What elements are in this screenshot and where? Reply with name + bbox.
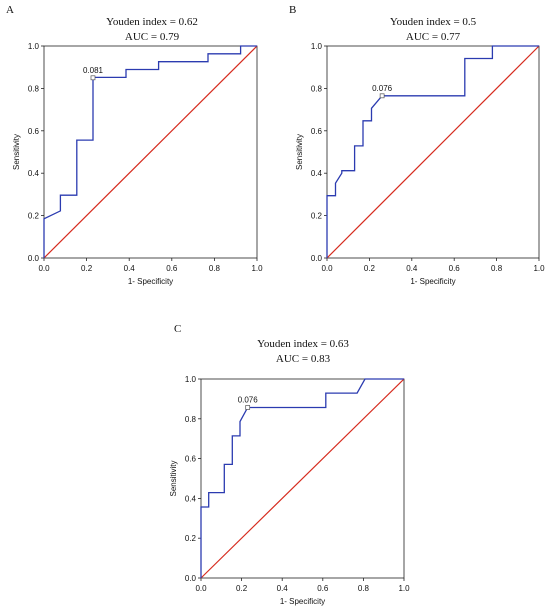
x-tick-label: 1.0 — [398, 584, 410, 593]
plot-frame — [326, 45, 540, 259]
panel-label: A — [6, 4, 14, 16]
x-axis-label: 1- Specificity — [410, 277, 455, 286]
y-tick-label: 0.6 — [185, 455, 197, 464]
y-tick-label: 0.2 — [185, 534, 197, 543]
x-tick-label: 0.0 — [195, 584, 207, 593]
y-tick-label: 0.6 — [28, 127, 40, 136]
roc-curve — [200, 378, 404, 578]
x-tick-label: 0.2 — [236, 584, 248, 593]
roc-curve — [43, 45, 257, 258]
y-tick-label: 0.6 — [311, 127, 323, 136]
x-tick-label: 0.0 — [38, 264, 50, 273]
y-tick-label: 0.0 — [311, 254, 323, 263]
x-tick-label: 0.4 — [277, 584, 289, 593]
cutoff-label: 0.076 — [372, 84, 393, 93]
y-tick-label: 0.8 — [28, 84, 40, 93]
chart-subtitle: AUC = 0.79 — [125, 31, 180, 43]
y-tick-label: 0.0 — [185, 574, 197, 583]
reference-line — [43, 45, 258, 259]
x-tick-label: 0.6 — [317, 584, 329, 593]
x-tick-label: 0.8 — [209, 264, 221, 273]
x-tick-label: 1.0 — [251, 264, 263, 273]
x-axis-label: 1- Specificity — [128, 277, 173, 286]
cutoff-label: 0.076 — [238, 395, 259, 404]
y-tick-label: 0.4 — [185, 494, 197, 503]
x-tick-label: 0.2 — [81, 264, 93, 273]
plot-frame — [43, 45, 258, 259]
x-axis-label: 1- Specificity — [280, 597, 325, 606]
roc-panel-c: C Youden index = 0.63 AUC = 0.83 0.0 0.2 0.4 0… — [169, 323, 410, 606]
chart-subtitle: AUC = 0.77 — [406, 31, 461, 43]
chart-subtitle: AUC = 0.83 — [276, 353, 331, 365]
y-tick-label: 0.8 — [311, 84, 323, 93]
x-tick-label: 0.2 — [364, 264, 376, 273]
y-tick-label: 0.4 — [311, 169, 323, 178]
y-tick-label: 0.8 — [185, 415, 197, 424]
y-tick-label: 1.0 — [28, 42, 40, 51]
x-tick-label: 0.8 — [491, 264, 503, 273]
y-tick-label: 0.0 — [28, 254, 40, 263]
y-tick-label: 1.0 — [311, 42, 323, 51]
panel-label: B — [289, 4, 296, 16]
roc-panel-b: B Youden index = 0.5 AUC = 0.77 0.0 0.2 0.4 0.… — [289, 4, 545, 286]
x-tick-label: 0.4 — [406, 264, 418, 273]
x-tick-label: 0.6 — [449, 264, 461, 273]
reference-line — [200, 378, 405, 579]
chart-title: Youden index = 0.5 — [390, 16, 477, 28]
y-tick-label: 0.2 — [311, 212, 323, 221]
y-tick-label: 0.2 — [28, 212, 40, 221]
panel-label: C — [174, 323, 181, 335]
cutoff-marker — [90, 75, 96, 81]
x-tick-label: 1.0 — [533, 264, 545, 273]
y-axis-label: Sensitivity — [12, 134, 21, 170]
chart-title: Youden index = 0.63 — [257, 338, 349, 350]
y-axis-label: Sensitivity — [295, 134, 304, 170]
x-tick-label: 0.6 — [166, 264, 178, 273]
roc-curve — [326, 45, 539, 258]
y-tick-label: 1.0 — [185, 375, 197, 384]
y-tick-label: 0.4 — [28, 169, 40, 178]
x-tick-label: 0.0 — [321, 264, 333, 273]
cutoff-marker — [379, 93, 385, 99]
cutoff-marker — [245, 405, 251, 410]
plot-frame — [200, 378, 405, 579]
chart-title: Youden index = 0.62 — [106, 16, 198, 28]
roc-panel-a: A Youden index = 0.62 AUC = 0.79 0.0 0.2 0.4 0… — [6, 4, 263, 286]
y-axis-label: Sensitivity — [169, 460, 178, 496]
x-tick-label: 0.4 — [124, 264, 136, 273]
x-tick-label: 0.8 — [358, 584, 370, 593]
cutoff-label: 0.081 — [83, 66, 104, 75]
reference-line — [326, 45, 540, 259]
